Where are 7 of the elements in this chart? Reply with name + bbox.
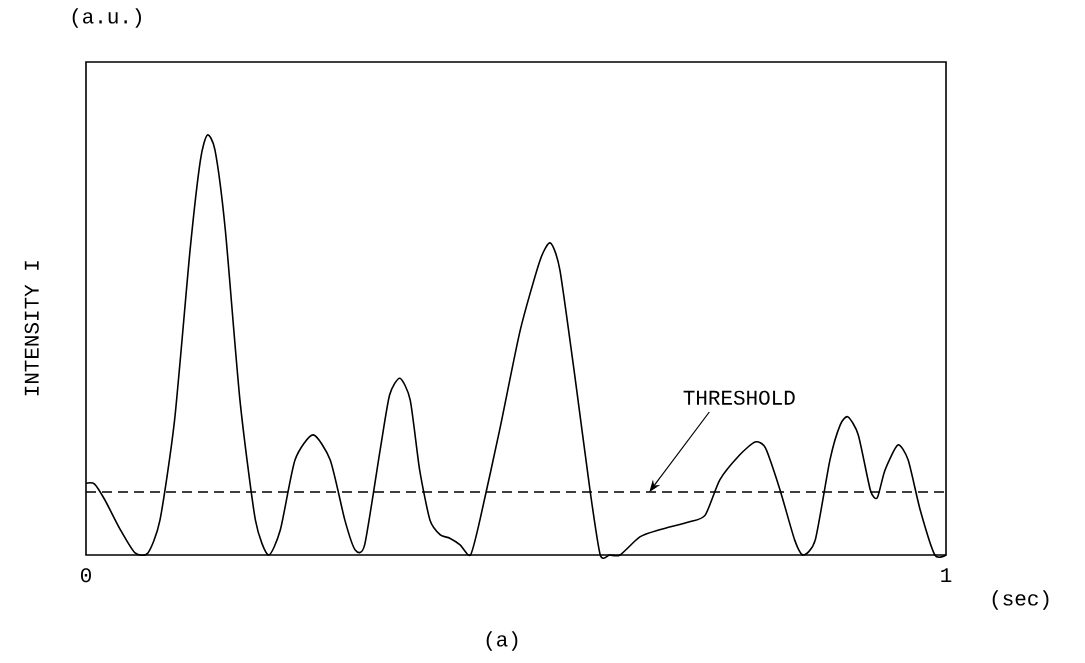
annotation: THRESHOLD bbox=[683, 390, 795, 405]
y-axis-title: INTENSITY I bbox=[24, 261, 39, 396]
x-tick-label: 1 bbox=[941, 568, 952, 582]
x-axis-title: (sec) bbox=[992, 590, 1049, 610]
text: (a.u.) bbox=[72, 8, 141, 28]
text: (a) bbox=[486, 631, 518, 651]
x-tick-label: 0 bbox=[80, 568, 91, 583]
